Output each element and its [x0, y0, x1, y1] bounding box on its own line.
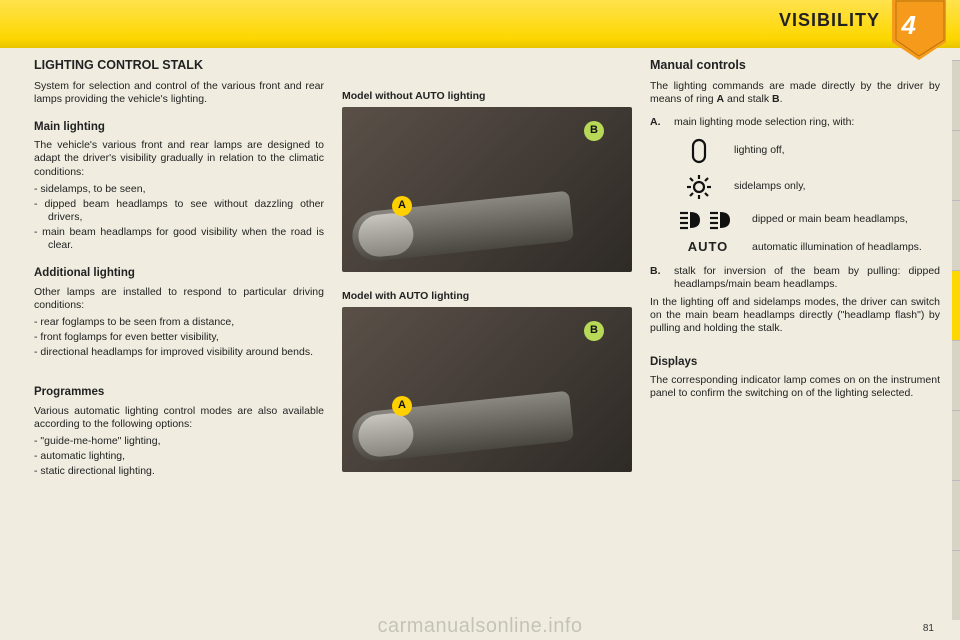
letter-a: A.: [650, 116, 668, 129]
side-tab: [952, 480, 960, 550]
letter-b: B.: [650, 265, 668, 291]
text-fragment: .: [780, 93, 783, 105]
figure-caption-2: Model with AUTO lighting: [342, 290, 632, 303]
main-lighting-list: sidelamps, to be seen, dipped beam headl…: [34, 183, 324, 253]
icon-row-sidelamps: sidelamps only,: [678, 173, 940, 201]
heading-additional-lighting: Additional lighting: [34, 266, 324, 280]
figure-stalk-auto: B A: [342, 307, 632, 472]
bold-b: B: [772, 93, 780, 105]
additional-text: Other lamps are installed to respond to …: [34, 286, 324, 312]
section-title: VISIBILITY: [779, 10, 880, 31]
bold-a: A: [717, 93, 725, 105]
heading-displays: Displays: [650, 355, 940, 369]
figure-caption-1: Model without AUTO lighting: [342, 90, 632, 103]
side-tabs: [952, 60, 960, 620]
list-item: front foglamps for even better visibilit…: [34, 331, 324, 344]
right-column: Manual controls The lighting commands ar…: [650, 56, 940, 630]
icon-label: automatic illumination of headlamps.: [752, 241, 940, 254]
item-a: A. main lighting mode selection ring, wi…: [650, 116, 940, 129]
page-number: 81: [923, 623, 934, 634]
callout-b: B: [584, 121, 604, 141]
list-item: dipped beam headlamps to see without daz…: [34, 198, 324, 224]
programmes-text: Various automatic lighting control modes…: [34, 405, 324, 431]
sidelamps-icon: [678, 173, 720, 201]
stalk-tip: [356, 411, 415, 459]
additional-list: rear foglamps to be seen from a distance…: [34, 316, 324, 359]
icon-row-off: lighting off,: [678, 137, 940, 165]
watermark: carmanualsonline.info: [377, 615, 582, 638]
heading-manual-controls: Manual controls: [650, 58, 940, 74]
item-b-text: stalk for inversion of the beam by pulli…: [674, 265, 940, 291]
item-b: B. stalk for inversion of the beam by pu…: [650, 265, 940, 291]
heading-main-lighting: Main lighting: [34, 120, 324, 134]
chapter-badge: 4: [892, 0, 946, 60]
main-lighting-text: The vehicle's various front and rear lam…: [34, 139, 324, 178]
heading-lighting-control: LIGHTING CONTROL STALK: [34, 58, 324, 74]
list-item: static directional lighting.: [34, 465, 324, 478]
side-tab-active: [952, 270, 960, 340]
stalk-tip: [356, 211, 415, 259]
programmes-list: "guide-me-home" lighting, automatic ligh…: [34, 435, 324, 478]
stalk-illustration: [350, 191, 574, 264]
middle-column: Model without AUTO lighting B A Model wi…: [342, 56, 632, 630]
list-item: rear foglamps to be seen from a distance…: [34, 316, 324, 329]
list-item: directional headlamps for improved visib…: [34, 346, 324, 359]
auto-text: AUTO: [688, 239, 729, 255]
list-item: sidelamps, to be seen,: [34, 183, 324, 196]
icon-label: sidelamps only,: [734, 180, 940, 193]
list-item: automatic lighting,: [34, 450, 324, 463]
callout-a: A: [392, 196, 412, 216]
displays-text: The corresponding indicator lamp comes o…: [650, 374, 940, 400]
icon-label: lighting off,: [734, 144, 940, 157]
heading-programmes: Programmes: [34, 385, 324, 399]
header-band: VISIBILITY: [0, 0, 960, 48]
text-fragment: and stalk: [724, 93, 772, 105]
chapter-number: 4: [902, 10, 916, 41]
side-tab: [952, 200, 960, 270]
icon-row-beam: dipped or main beam headlamps,: [678, 209, 940, 231]
side-tab: [952, 340, 960, 410]
side-tab: [952, 410, 960, 480]
manual-controls-text: The lighting commands are made directly …: [650, 80, 940, 106]
list-item: "guide-me-home" lighting,: [34, 435, 324, 448]
beam-icon: [678, 209, 738, 231]
icon-label: dipped or main beam headlamps,: [752, 213, 940, 226]
side-tab: [952, 550, 960, 620]
list-item: main beam headlamps for good visibility …: [34, 226, 324, 252]
text-fragment: The lighting commands are made directly …: [650, 80, 940, 105]
item-b-follow: In the lighting off and sidelamps modes,…: [650, 296, 940, 335]
lighting-off-icon: [678, 137, 720, 165]
intro-text: System for selection and control of the …: [34, 80, 324, 106]
item-a-text: main lighting mode selection ring, with:: [674, 116, 940, 129]
side-tab: [952, 130, 960, 200]
left-column: LIGHTING CONTROL STALK System for select…: [34, 56, 324, 630]
stalk-illustration: [350, 391, 574, 464]
manual-page: VISIBILITY 4 LIGHTING CONTROL STALK Syst…: [0, 0, 960, 640]
content-area: LIGHTING CONTROL STALK System for select…: [34, 56, 940, 630]
auto-icon: AUTO: [678, 239, 738, 255]
callout-b: B: [584, 321, 604, 341]
side-tab: [952, 60, 960, 130]
icon-row-auto: AUTO automatic illumination of headlamps…: [678, 239, 940, 255]
figure-stalk-no-auto: B A: [342, 107, 632, 272]
